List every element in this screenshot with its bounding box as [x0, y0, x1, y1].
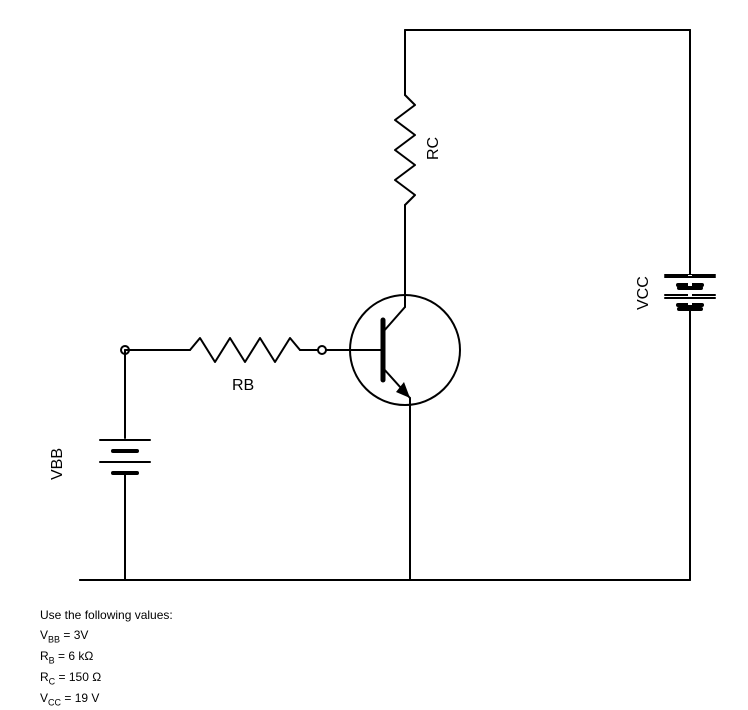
value-vcc: VCC = 19 V: [40, 689, 173, 710]
rb-resistor: [190, 338, 300, 362]
vcc-label: VCC: [635, 276, 652, 310]
values-block: Use the following values: VBB = 3V RB = …: [40, 606, 173, 710]
npn-transistor: [350, 295, 460, 405]
vbb-battery: [100, 440, 150, 473]
rc-resistor: [395, 95, 415, 205]
values-heading: Use the following values:: [40, 606, 173, 624]
rc-label: RC: [425, 137, 442, 160]
value-rc: RC = 150 Ω: [40, 668, 173, 689]
vbb-label: VBB: [49, 448, 66, 480]
value-rb: RB = 6 kΩ: [40, 647, 173, 668]
node-right: [318, 346, 326, 354]
value-vbb: VBB = 3V: [40, 626, 173, 647]
rb-label: RB: [232, 377, 254, 394]
circuit-diagram: VBB RB RC VCC: [0, 0, 748, 600]
